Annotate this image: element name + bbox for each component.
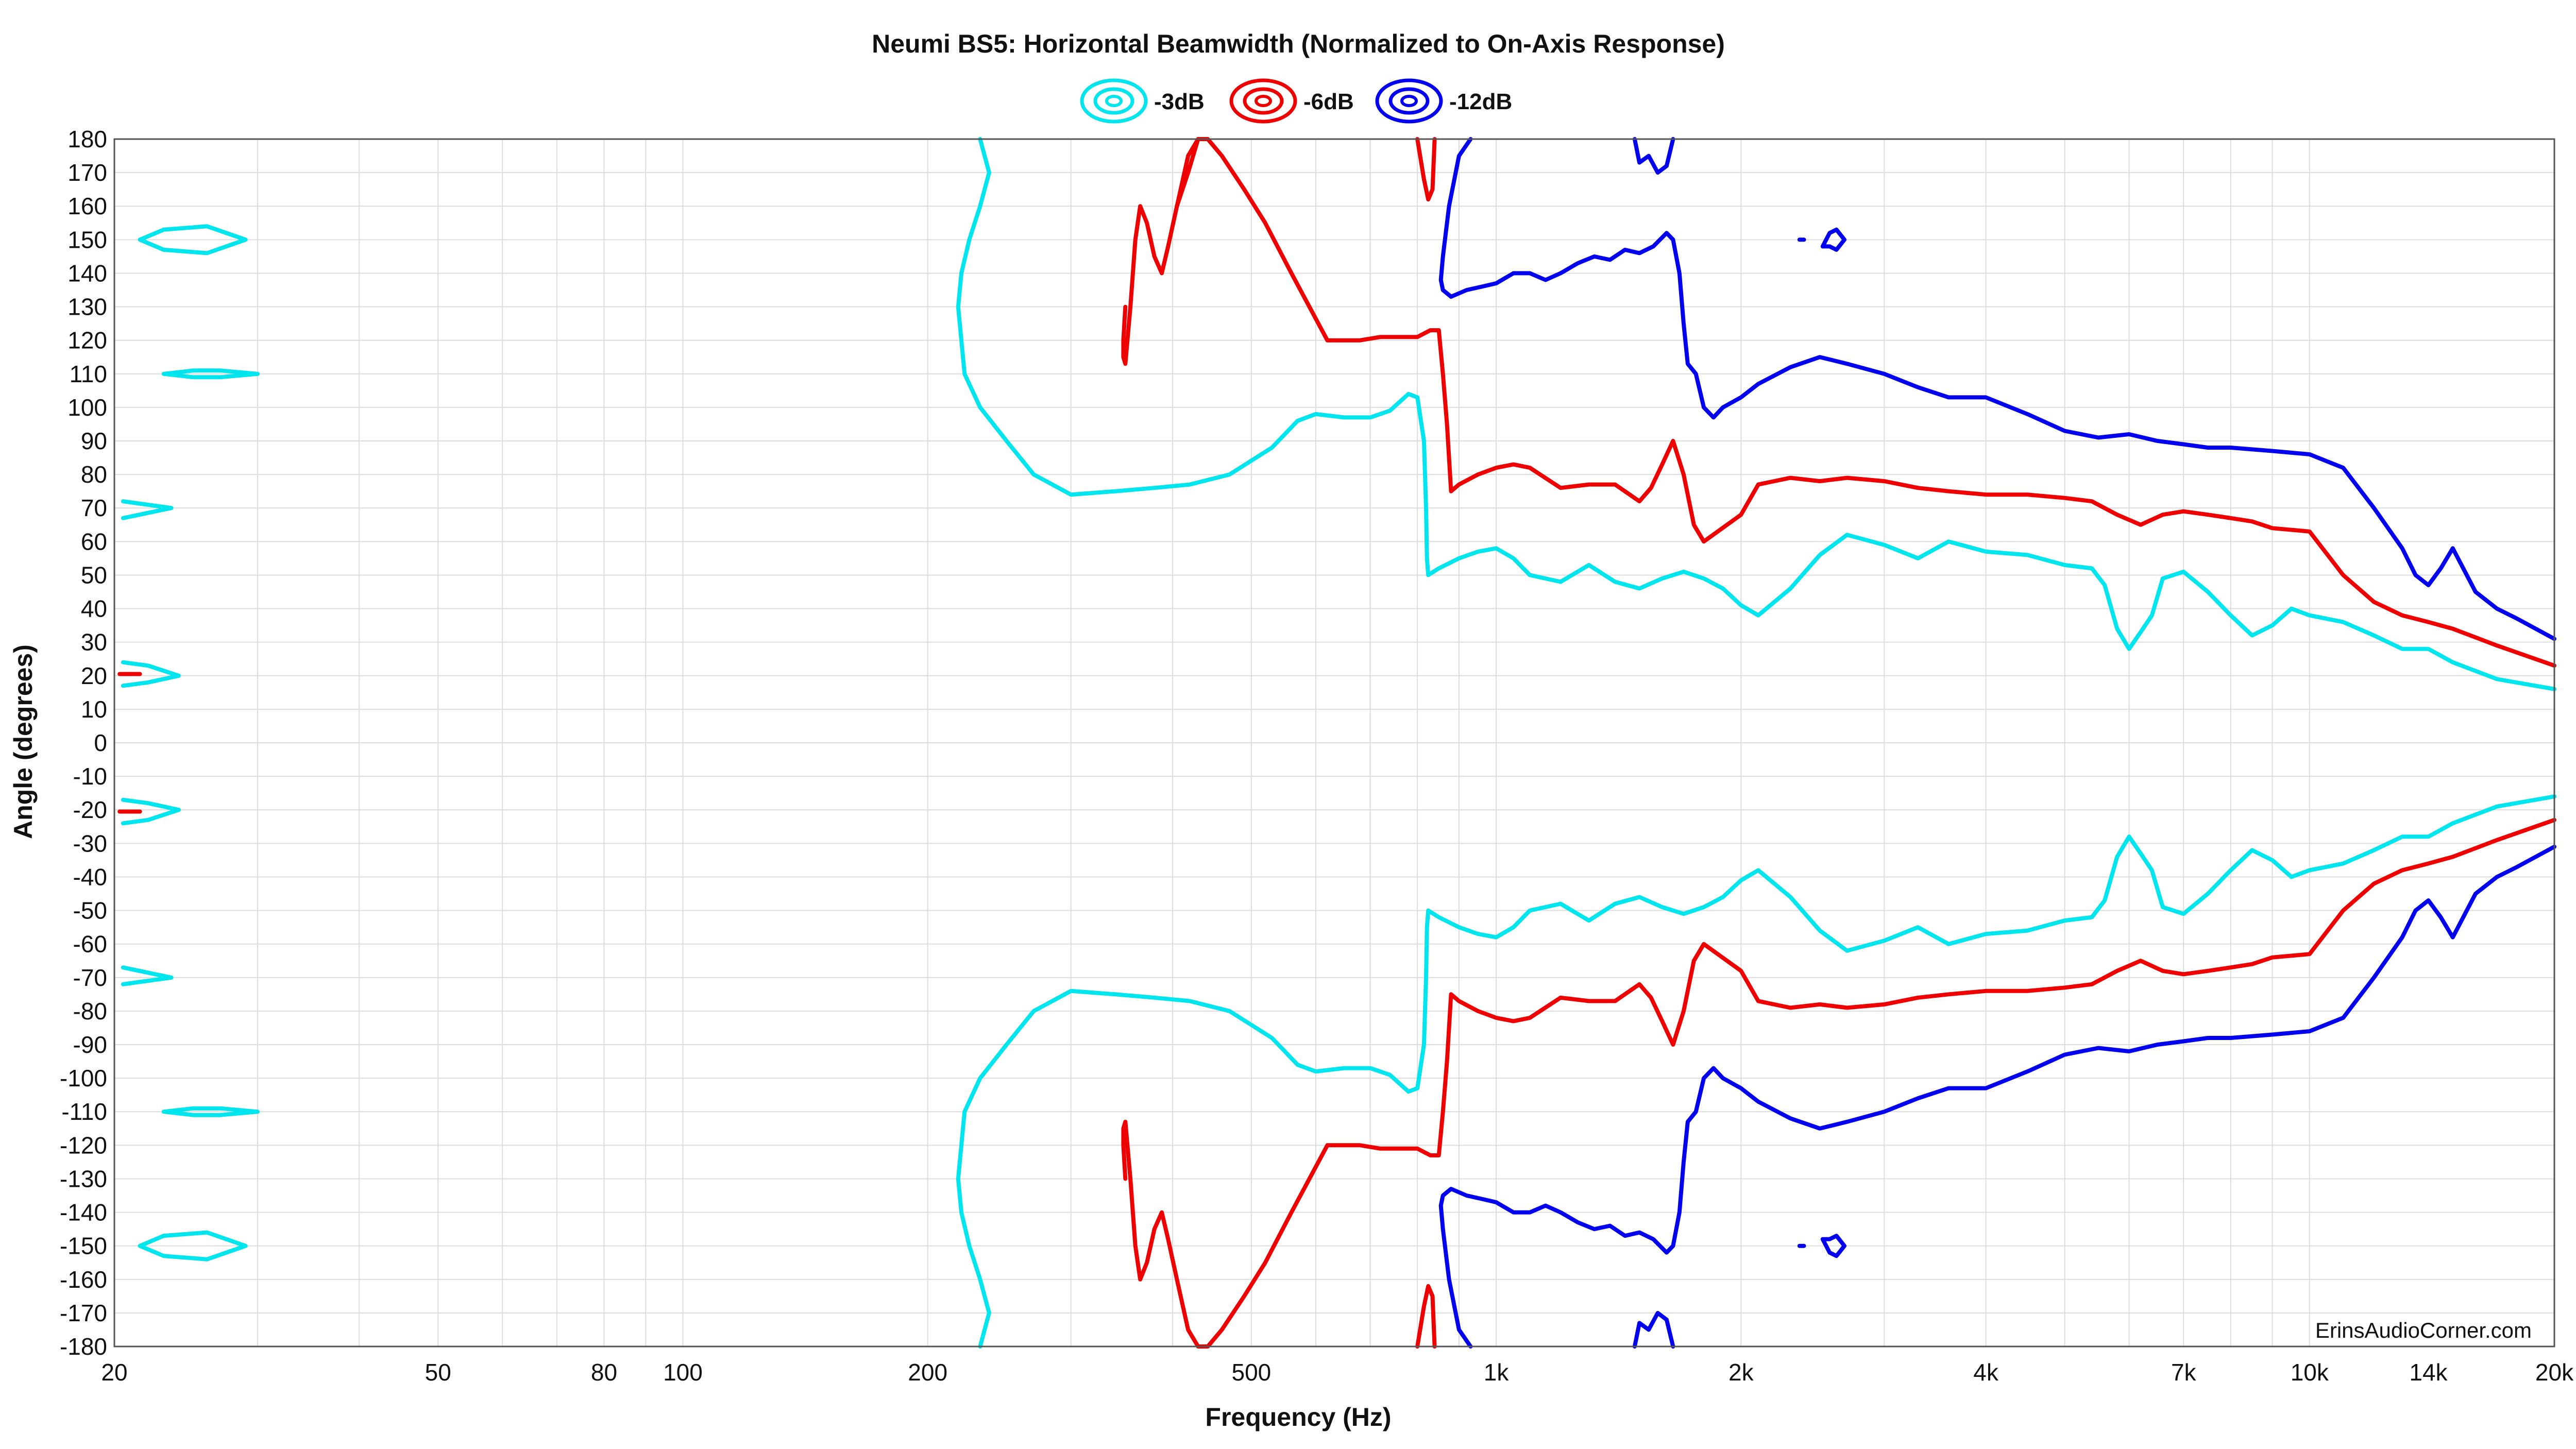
- x-tick-label: 20: [101, 1359, 127, 1386]
- series-0: [121, 137, 2556, 1349]
- y-tick-label: 10: [81, 696, 107, 723]
- y-tick-label: -160: [60, 1266, 107, 1293]
- y-axis-label: Angle (degrees): [9, 644, 38, 839]
- y-tick-label: -180: [60, 1333, 107, 1360]
- y-tick-label: 160: [67, 193, 107, 219]
- series-layer: [117, 137, 2556, 1349]
- contour-line: [1438, 844, 2556, 1349]
- x-tick-label: 50: [425, 1359, 451, 1386]
- contour-line: [1632, 137, 1675, 175]
- y-tick-label: 100: [67, 394, 107, 421]
- legend-item: -3dB: [1080, 78, 1205, 124]
- plot-frame: [113, 138, 2555, 1348]
- contour-line: [1415, 137, 1437, 202]
- contour-line: [138, 224, 248, 255]
- y-tick-label: 70: [81, 495, 107, 521]
- contour-line: [956, 137, 2556, 691]
- legend-item: -12dB: [1375, 78, 1512, 124]
- y-tick-label: -170: [60, 1300, 107, 1326]
- y-tick-label: 130: [67, 294, 107, 320]
- y-tick-label: 50: [81, 561, 107, 588]
- contour-line: [1415, 1284, 1437, 1349]
- x-tick-label: 200: [908, 1359, 947, 1386]
- y-tick-label: -10: [73, 763, 107, 790]
- y-tick-label: -120: [60, 1132, 107, 1158]
- contour-line: [121, 660, 181, 688]
- y-tick-label: 30: [81, 629, 107, 656]
- y-tick-label: -30: [73, 830, 107, 857]
- x-tick-label: 10k: [2291, 1359, 2329, 1386]
- y-tick-label: -100: [60, 1065, 107, 1092]
- tick-layer: 20 50 80 100 200 500 1k 2k 4k 7k 10k 14k 20k18017016…: [60, 126, 2574, 1386]
- contour-line: [1438, 137, 2556, 641]
- y-tick-label: 110: [70, 361, 107, 387]
- y-tick-label: -20: [73, 796, 107, 823]
- y-tick-label: -40: [73, 863, 107, 890]
- y-tick-label: 170: [67, 159, 107, 186]
- y-tick-label: 40: [81, 595, 107, 622]
- y-tick-label: 20: [81, 662, 107, 689]
- x-tick-label: 100: [663, 1359, 703, 1386]
- y-tick-label: 80: [81, 461, 107, 488]
- watermark: ErinsAudioCorner.com: [2315, 1318, 2532, 1342]
- y-tick-label: 140: [67, 260, 107, 286]
- y-tick-label: -70: [73, 964, 107, 991]
- legend-swatch-icon: [1243, 87, 1284, 115]
- x-tick-label: 500: [1232, 1359, 1272, 1386]
- contour-line: [1820, 1234, 1846, 1258]
- y-tick-label: -110: [61, 1098, 107, 1125]
- x-axis-label: Frequency (Hz): [1205, 1403, 1391, 1431]
- y-tick-label: -140: [60, 1199, 107, 1226]
- series-2: [1438, 137, 2556, 1349]
- legend-swatch-icon: [1105, 95, 1123, 107]
- contour-line: [138, 1230, 248, 1262]
- legend-item: -6dB: [1229, 78, 1354, 124]
- legend: -3dB -6dB -12dB: [1080, 78, 1512, 124]
- contour-line: [1632, 1310, 1675, 1349]
- y-tick-label: -90: [73, 1031, 107, 1058]
- y-tick-label: 150: [67, 226, 107, 253]
- contour-line: [1820, 227, 1846, 252]
- legend-swatch-icon: [1093, 87, 1134, 115]
- contour-line: [161, 368, 260, 380]
- legend-label: -6dB: [1303, 89, 1354, 114]
- y-tick-label: -80: [73, 998, 107, 1025]
- legend-swatch-icon: [1400, 95, 1418, 107]
- contour-line: [161, 1106, 260, 1117]
- y-tick-label: 60: [81, 528, 107, 555]
- grid-layer: [114, 139, 2555, 1347]
- y-tick-label: 0: [94, 729, 107, 756]
- legend-swatch-icon: [1255, 95, 1272, 107]
- x-tick-label: 1k: [1484, 1359, 1510, 1386]
- legend-label: -3dB: [1154, 89, 1205, 114]
- y-tick-label: -150: [60, 1233, 107, 1259]
- legend-swatch-icon: [1080, 78, 1148, 124]
- contour-line: [1121, 137, 2556, 668]
- contour-line: [956, 794, 2556, 1349]
- y-tick-label: -130: [60, 1165, 107, 1192]
- y-tick-label: 120: [67, 327, 107, 354]
- contour-line: [121, 797, 181, 826]
- legend-swatch-icon: [1229, 78, 1297, 124]
- contour-line: [1121, 817, 2556, 1349]
- x-tick-label: 14k: [2409, 1359, 2448, 1386]
- x-tick-label: 20k: [2535, 1359, 2574, 1386]
- contour-line: [121, 499, 174, 520]
- legend-label: -12dB: [1449, 89, 1512, 114]
- legend-swatch-icon: [1388, 87, 1430, 115]
- legend-swatch-icon: [1375, 78, 1443, 124]
- y-tick-label: -50: [73, 897, 107, 924]
- x-tick-label: 80: [591, 1359, 617, 1386]
- chart-title: Neumi BS5: Horizontal Beamwidth (Normali…: [872, 29, 1725, 58]
- x-tick-label: 7k: [2171, 1359, 2197, 1386]
- x-tick-label: 4k: [1973, 1359, 1999, 1386]
- y-tick-label: 180: [67, 126, 107, 152]
- contour-line: [121, 965, 174, 986]
- x-tick-label: 2k: [1728, 1359, 1754, 1386]
- y-tick-label: -60: [73, 931, 107, 958]
- y-tick-label: 90: [81, 428, 107, 454]
